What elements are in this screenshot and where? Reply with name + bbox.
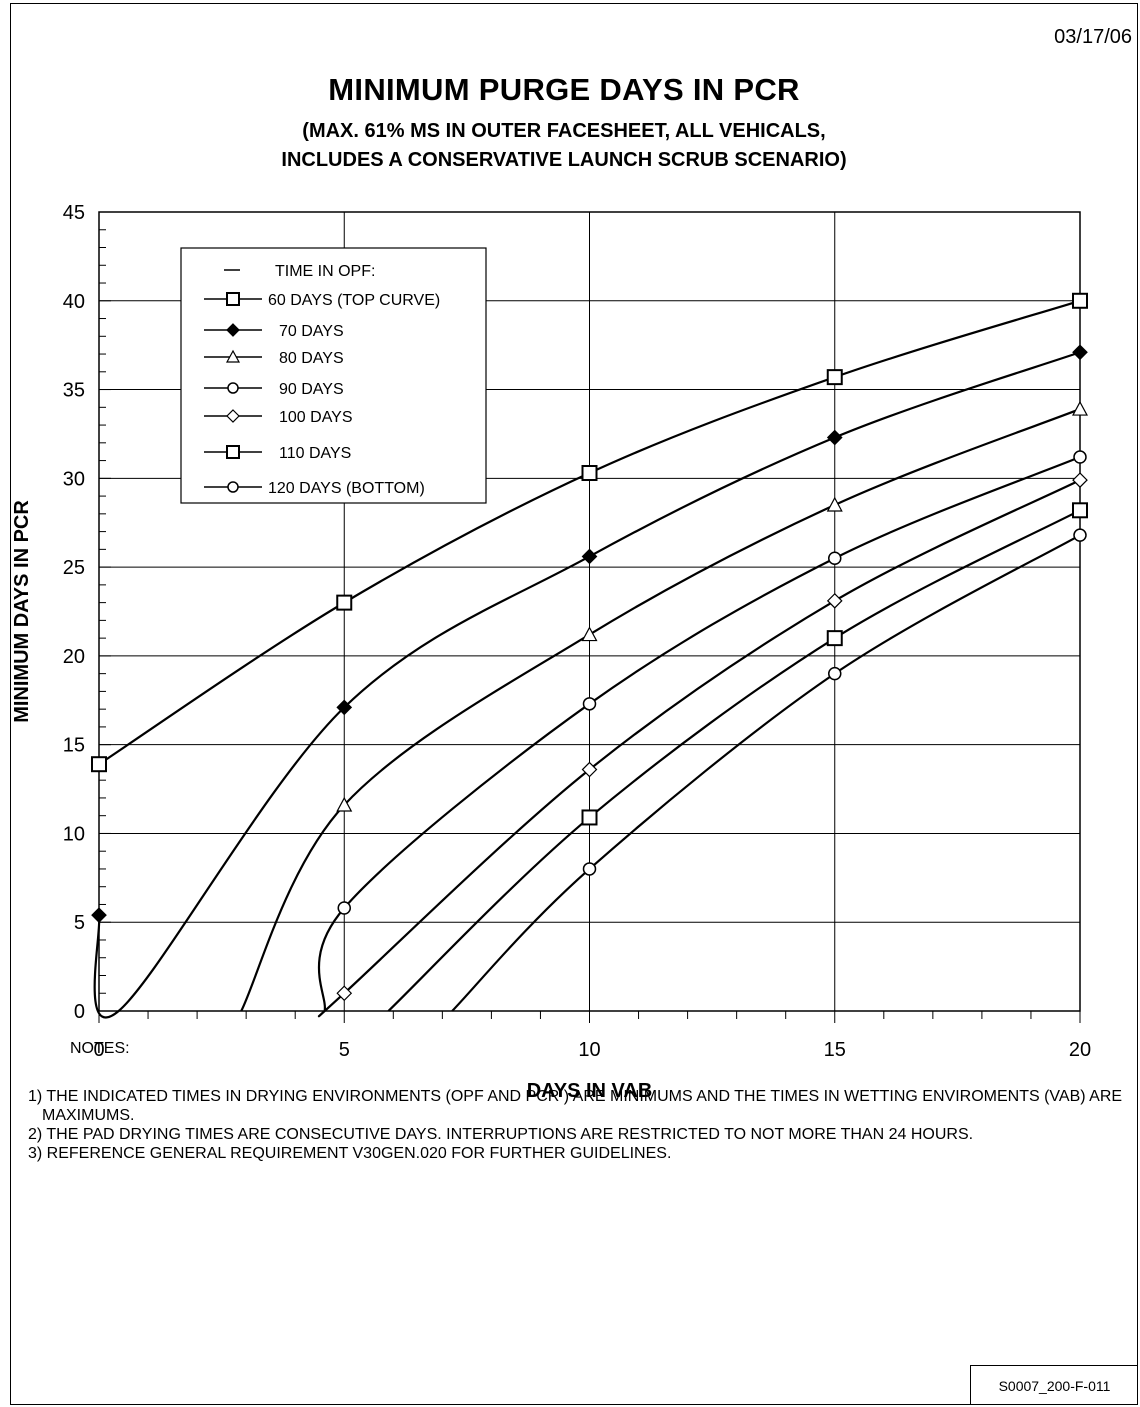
legend-marker-7 <box>227 481 239 493</box>
curve-series-4 <box>317 456 1081 1012</box>
marker-series-5-0 <box>336 985 353 1002</box>
subtitle-line-1: (MAX. 61% MS IN OUTER FACESHEET, ALL VEH… <box>302 120 826 142</box>
marker-series-2-2 <box>581 548 598 565</box>
curves <box>93 299 1081 1019</box>
y-tick-label-20: 20 <box>63 646 85 668</box>
note-3: 3) REFERENCE GENERAL REQUIREMENT V30GEN.… <box>28 1145 672 1162</box>
y-tick-label-25: 25 <box>63 557 85 579</box>
x-tick-label-0: 0 <box>93 1039 104 1061</box>
marker-series-4-2 <box>828 551 842 565</box>
note-1: 1) THE INDICATED TIMES IN DRYING ENVIRON… <box>28 1088 1123 1124</box>
date-label: 03/17/06 <box>1054 26 1132 48</box>
marker-series-6-0 <box>581 809 598 826</box>
x-axis-label: DAYS IN VAB <box>527 1080 653 1102</box>
y-axis-label: MINIMUM DAYS IN PCR <box>11 500 33 723</box>
marker-series-4-0 <box>337 901 351 915</box>
marker-series-1-0 <box>91 756 107 773</box>
notes-heading: NOTES: <box>70 1040 130 1057</box>
marker-series-4-1 <box>582 697 597 711</box>
x-tick-label-20: 20 <box>1069 1039 1091 1061</box>
legend-label-6: 110 DAYS <box>279 445 351 462</box>
notes-list: 1) THE INDICATED TIMES IN DRYING ENVIRON… <box>28 1087 1126 1163</box>
legend-marker-4 <box>227 382 239 394</box>
marker-series-3-3 <box>1071 400 1089 416</box>
marker-series-5-2 <box>826 592 843 609</box>
x-tick-label-15: 15 <box>824 1039 846 1061</box>
x-tick-label-10: 10 <box>578 1039 600 1061</box>
y-tick-label-35: 35 <box>63 380 85 402</box>
y-tick-label-0: 0 <box>74 1001 85 1023</box>
note-2: 2) THE PAD DRYING TIMES ARE CONSECUTIVE … <box>28 1126 974 1143</box>
marker-series-3-1 <box>581 626 598 642</box>
y-tick-label-40: 40 <box>63 291 85 313</box>
minor-ticks <box>98 211 1081 1023</box>
legend-label-2: 70 DAYS <box>279 323 344 340</box>
tick-labels: 0 5 10 15 20 25 30 35 40 45 0 5 10 15 20 <box>63 202 1091 1061</box>
marker-series-5-1 <box>581 761 598 778</box>
y-tick-label-30: 30 <box>63 468 85 490</box>
y-tick-label-45: 45 <box>63 202 85 224</box>
y-tick-label-15: 15 <box>63 735 85 757</box>
y-tick-label-10: 10 <box>63 823 85 845</box>
curve-series-2 <box>93 351 1081 1019</box>
marker-series-1-1 <box>336 594 353 611</box>
legend-label-7: 120 DAYS (BOTTOM) <box>268 480 425 497</box>
marker-series-1-4 <box>1072 292 1088 309</box>
legend-label-4: 90 DAYS <box>279 381 344 398</box>
legend-marker-3 <box>225 349 241 363</box>
chart-title: MINIMUM PURGE DAYS IN PCR <box>328 72 800 107</box>
marker-series-3-2 <box>826 496 843 512</box>
marker-series-2-0 <box>91 907 107 923</box>
marker-series-2-4 <box>1072 344 1088 361</box>
marker-series-1-3 <box>826 369 843 386</box>
legend-marker-1 <box>226 292 240 306</box>
legend-marker-5 <box>226 409 240 423</box>
legend-marker-2 <box>226 323 240 337</box>
legend-label-3: 80 DAYS <box>279 350 344 367</box>
legend-marker-6 <box>226 445 240 459</box>
legend-label-5: 100 DAYS <box>279 409 353 426</box>
marker-series-2-1 <box>336 699 353 716</box>
legend-title: TIME IN OPF: <box>275 263 375 280</box>
y-tick-label-5: 5 <box>74 912 85 934</box>
marker-series-7-2 <box>1073 528 1087 542</box>
legend-label-1: 60 DAYS (TOP CURVE) <box>268 292 440 309</box>
marker-series-3-0 <box>336 796 353 812</box>
marker-series-7-1 <box>828 666 842 681</box>
marker-series-1-2 <box>581 465 598 482</box>
plot-frame <box>98 211 1081 1012</box>
legend-box <box>180 247 487 504</box>
subtitle-line-2: INCLUDES A CONSERVATIVE LAUNCH SCRUB SCE… <box>281 149 847 171</box>
markers <box>91 292 1089 1002</box>
drawing-reference: S0007_200-F-011 <box>970 1365 1138 1405</box>
marker-series-4-3 <box>1073 450 1087 464</box>
curve-series-6 <box>387 509 1081 1012</box>
legend: TIME IN OPF: 60 DAYS (TOP CURVE) 70 DAYS 80… <box>180 247 487 504</box>
chart-subtitle: (MAX. 61% MS IN OUTER FACESHEET, ALL VEH… <box>0 117 1128 175</box>
marker-series-6-1 <box>826 630 843 647</box>
marker-series-6-2 <box>1072 502 1088 519</box>
page-frame <box>10 3 1138 1405</box>
footer-wrap: S0007_200-F-011 <box>10 3 1138 1405</box>
curve-series-7 <box>451 534 1081 1012</box>
x-tick-label-5: 5 <box>339 1039 350 1061</box>
marker-series-5-3 <box>1072 472 1088 488</box>
marker-series-2-3 <box>826 429 843 446</box>
marker-series-7-0 <box>582 862 597 876</box>
